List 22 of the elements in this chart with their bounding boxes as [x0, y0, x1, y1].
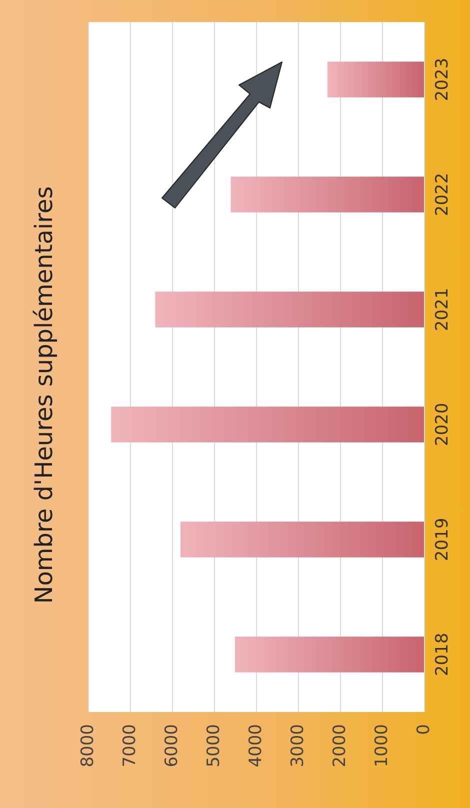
bar [235, 636, 424, 672]
bar [327, 62, 424, 98]
bar [180, 522, 424, 558]
text: Nombre d'Heures supplémentaires [30, 186, 58, 604]
x-tick-label: 1000 [372, 724, 392, 768]
y-tick-label: 2022 [432, 172, 452, 216]
bar [111, 406, 424, 442]
y-tick-label: 2019 [432, 518, 452, 562]
x-tick-label: 0 [414, 724, 434, 735]
y-tick-label: 2023 [432, 58, 452, 102]
x-tick-label: 4000 [246, 724, 266, 768]
bar [155, 292, 424, 328]
y-tick-label: 2020 [432, 402, 452, 446]
x-tick-label: 2000 [330, 724, 350, 768]
x-tick-label: 3000 [288, 724, 308, 768]
x-tick-label: 5000 [204, 724, 224, 768]
y-tick-label: 2021 [432, 288, 452, 332]
bar [230, 176, 424, 212]
y-tick-label: 2018 [432, 632, 452, 676]
x-tick-label: 8000 [78, 724, 98, 768]
x-tick-label: 6000 [162, 724, 182, 768]
x-tick-label: 7000 [120, 724, 140, 768]
